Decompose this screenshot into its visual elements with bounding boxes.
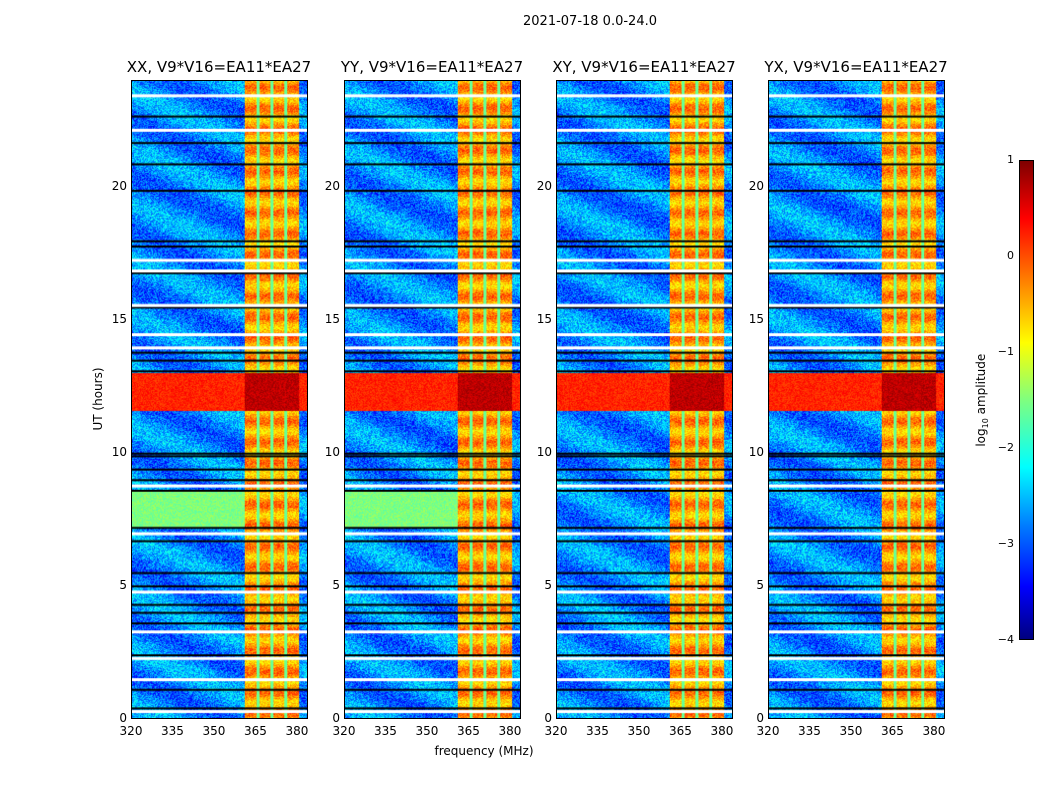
figure-title: 2021-07-18 0.0-24.0 bbox=[523, 14, 657, 29]
y-tick-label: 15 bbox=[536, 311, 552, 326]
colorbar-tick-label: −2 bbox=[997, 441, 1014, 454]
waterfall-panel-3 bbox=[768, 80, 945, 719]
x-axis-label: frequency (MHz) bbox=[434, 744, 534, 758]
y-axis-label: UT (hours) bbox=[91, 367, 105, 431]
y-tick-label: 5 bbox=[756, 577, 764, 592]
x-tick-label: 320 bbox=[119, 724, 143, 738]
x-tick-label: 380 bbox=[710, 724, 734, 738]
y-tick-label: 10 bbox=[536, 444, 552, 459]
y-tick-label: 15 bbox=[324, 311, 340, 326]
x-tick-label: 365 bbox=[881, 724, 904, 738]
waterfall-panel-0 bbox=[131, 80, 308, 719]
x-tick-label: 335 bbox=[374, 724, 397, 738]
x-tick-label: 320 bbox=[332, 724, 356, 738]
panel-title: YX, V9*V16=EA11*EA27 bbox=[764, 58, 948, 76]
y-tick-label: 15 bbox=[111, 311, 127, 326]
y-tick-label: 0 bbox=[756, 711, 764, 725]
y-tick-label: 0 bbox=[119, 711, 127, 725]
x-tick-label: 335 bbox=[161, 724, 184, 738]
colorbar-tick-label: −1 bbox=[997, 345, 1014, 358]
x-tick-label: 335 bbox=[798, 724, 821, 738]
colorbar-tick-label: 0 bbox=[1007, 249, 1014, 262]
y-tick-label: 20 bbox=[536, 178, 552, 193]
x-tick-label: 350 bbox=[839, 724, 863, 738]
waterfall-panel-2 bbox=[556, 80, 733, 719]
waterfall-heatmap bbox=[557, 81, 732, 718]
y-tick-label: 20 bbox=[111, 178, 127, 193]
x-tick-label: 365 bbox=[669, 724, 692, 738]
x-tick-label: 380 bbox=[285, 724, 309, 738]
y-tick-label: 0 bbox=[544, 711, 552, 725]
colorbar-tick-label: −3 bbox=[997, 537, 1014, 550]
waterfall-panel-1 bbox=[344, 80, 521, 719]
panel-title: YY, V9*V16=EA11*EA27 bbox=[340, 58, 524, 76]
y-tick-label: 15 bbox=[748, 311, 764, 326]
y-tick-label: 10 bbox=[111, 444, 127, 459]
colorbar-tick-label: 1 bbox=[1007, 153, 1014, 166]
x-tick-label: 320 bbox=[756, 724, 780, 738]
x-tick-label: 380 bbox=[922, 724, 946, 738]
y-tick-label: 20 bbox=[324, 178, 340, 193]
waterfall-heatmap bbox=[345, 81, 520, 718]
x-tick-label: 350 bbox=[627, 724, 651, 738]
y-tick-label: 0 bbox=[332, 711, 340, 725]
y-tick-label: 5 bbox=[119, 577, 127, 592]
y-tick-label: 5 bbox=[332, 577, 340, 592]
x-tick-label: 320 bbox=[544, 724, 568, 738]
x-tick-label: 380 bbox=[498, 724, 522, 738]
panel-title: XY, V9*V16=EA11*EA27 bbox=[552, 58, 736, 76]
y-tick-label: 10 bbox=[324, 444, 340, 459]
y-tick-label: 10 bbox=[748, 444, 764, 459]
colorbar-label: log10 amplitude bbox=[973, 353, 991, 447]
x-tick-label: 335 bbox=[586, 724, 609, 738]
colorbar-tick-label: −4 bbox=[997, 633, 1014, 646]
x-tick-label: 365 bbox=[244, 724, 267, 738]
y-tick-label: 5 bbox=[544, 577, 552, 592]
x-tick-label: 365 bbox=[457, 724, 480, 738]
colorbar bbox=[1019, 160, 1034, 640]
panel-title: XX, V9*V16=EA11*EA27 bbox=[126, 58, 312, 76]
x-tick-label: 350 bbox=[415, 724, 439, 738]
y-tick-label: 20 bbox=[748, 178, 764, 193]
waterfall-heatmap bbox=[769, 81, 944, 718]
x-tick-label: 350 bbox=[202, 724, 226, 738]
waterfall-heatmap bbox=[132, 81, 307, 718]
